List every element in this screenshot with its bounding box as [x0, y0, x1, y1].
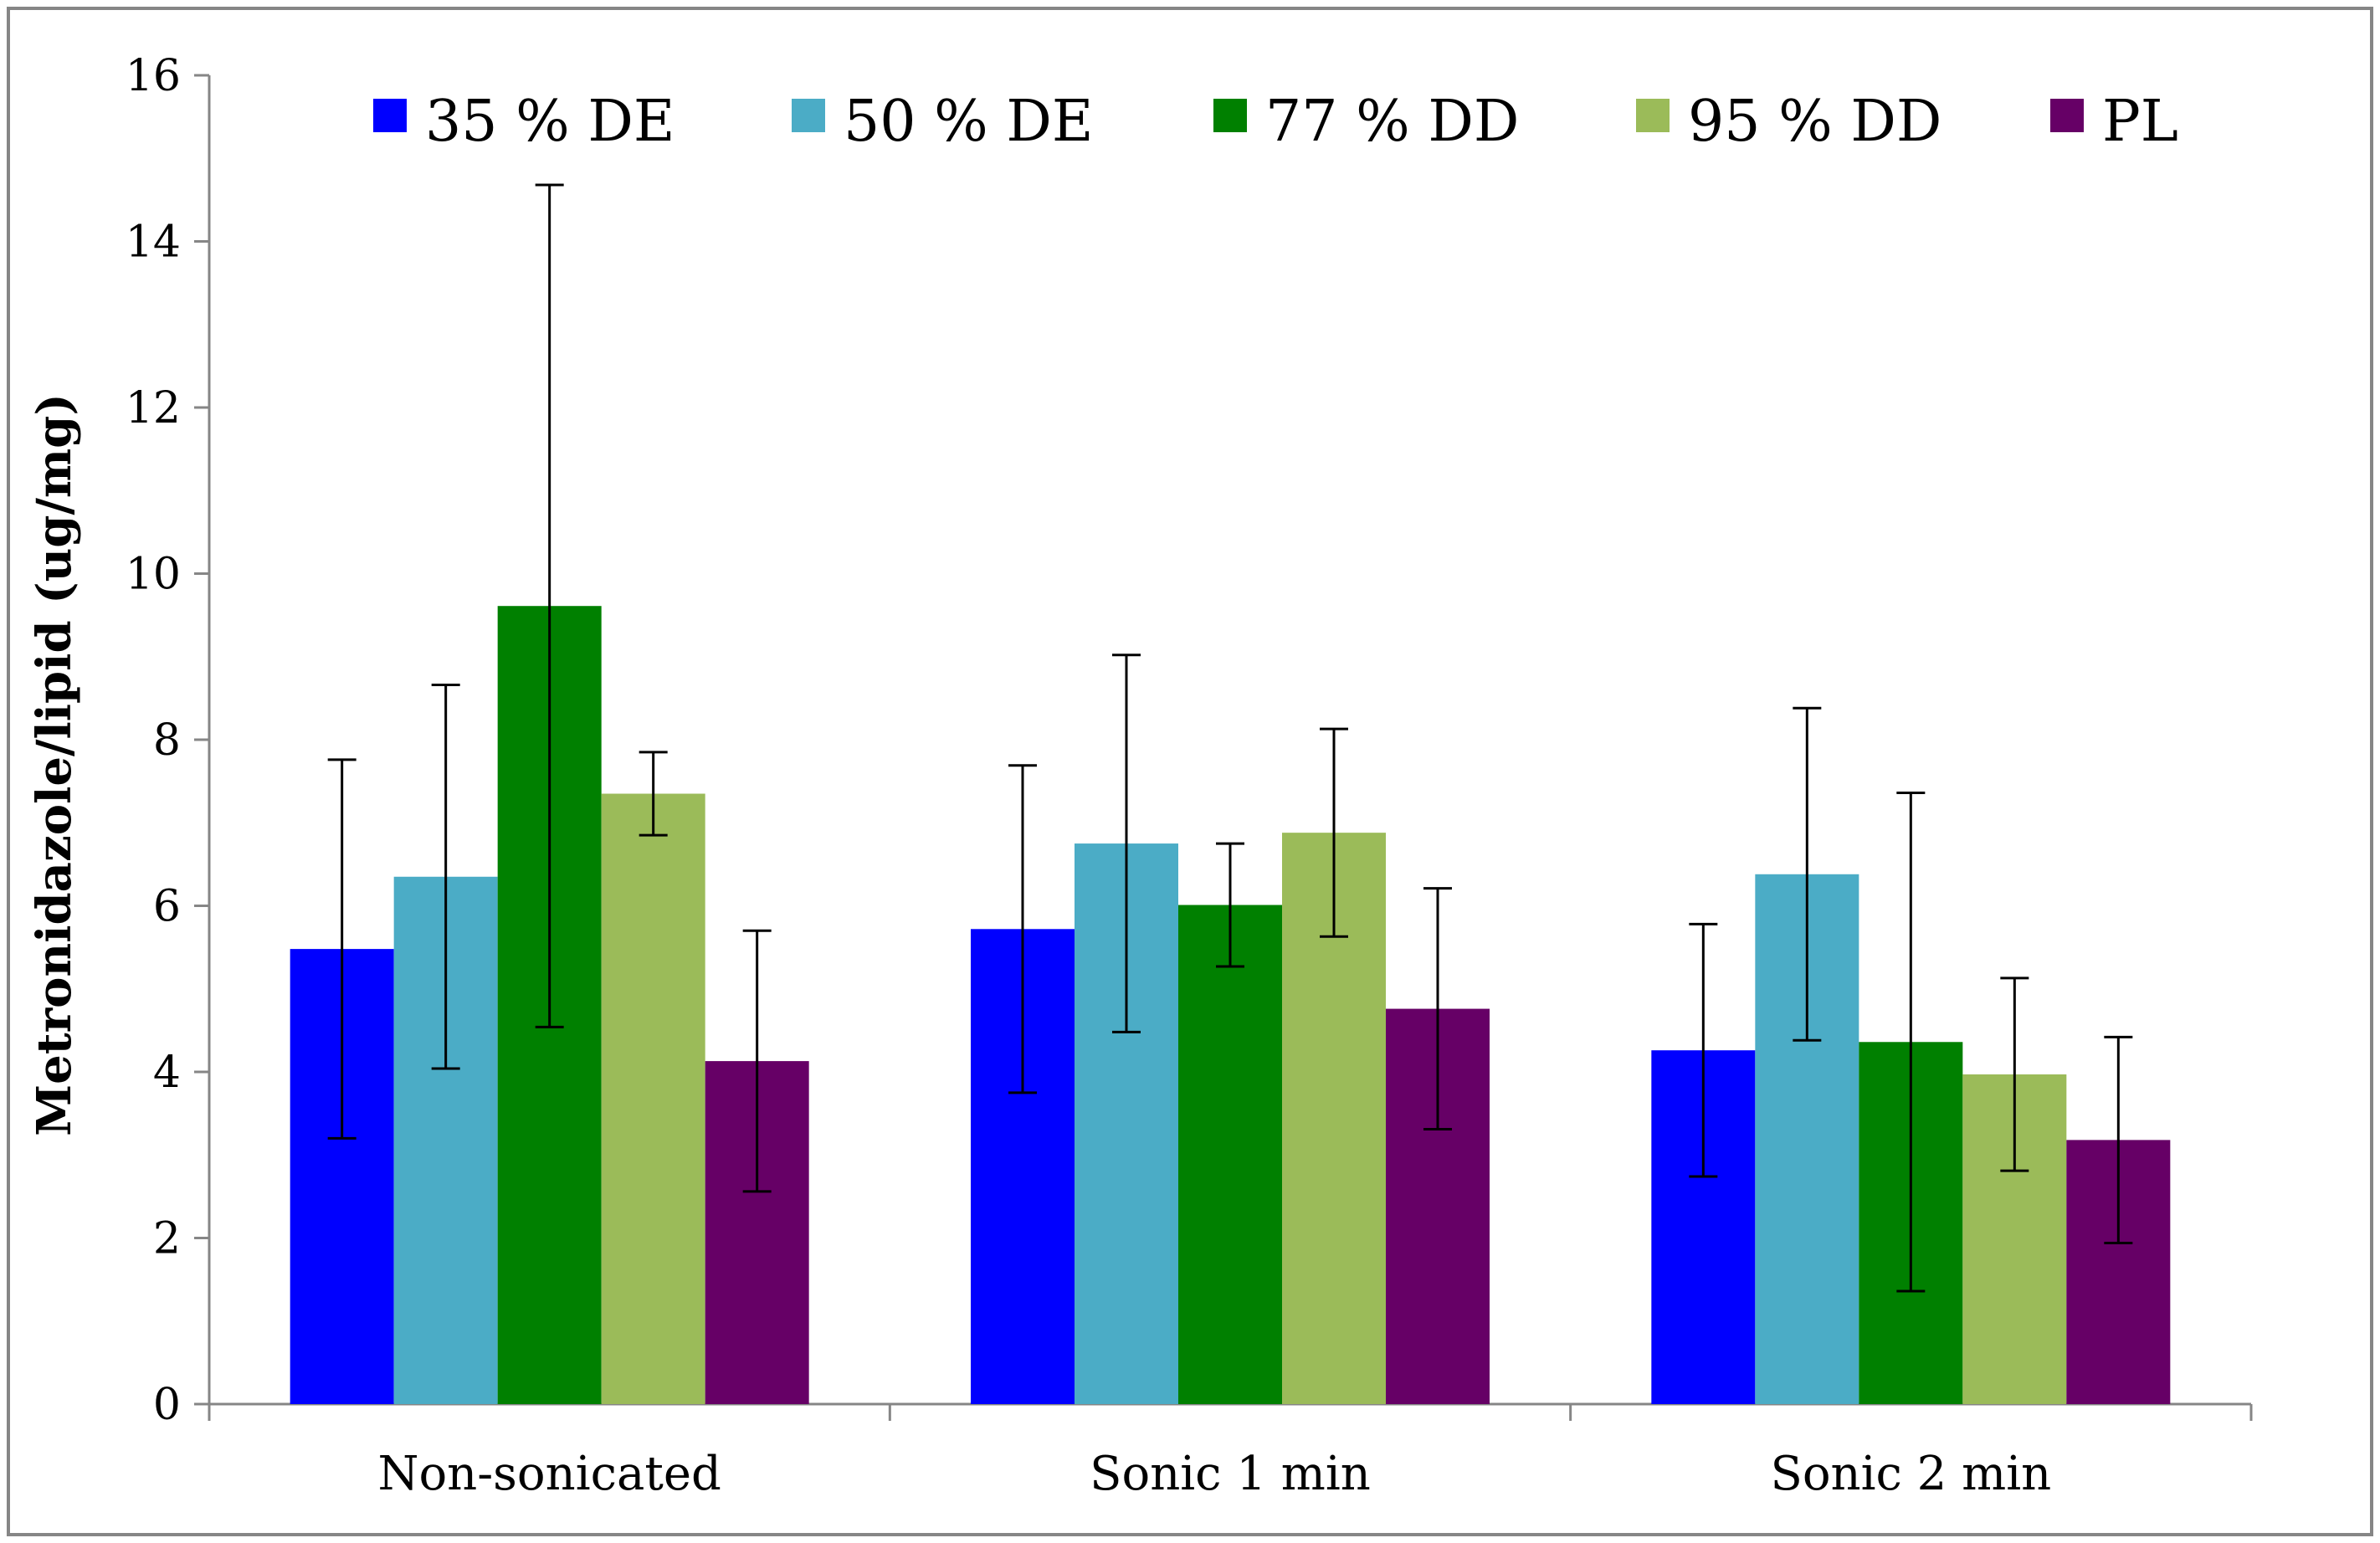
- x-category-label: Non-sonicated: [377, 1447, 721, 1501]
- plot-area: 0 2 4 6 8 10 12 14 16 Non-sonicated Sonic 1 min Son…: [126, 51, 2253, 1501]
- y-tick-label: 2: [153, 1214, 181, 1264]
- legend-swatch: [373, 99, 407, 132]
- y-tick-label: 0: [153, 1380, 181, 1430]
- y-tick-label: 16: [126, 51, 181, 101]
- y-tick-label: 6: [153, 882, 181, 932]
- legend-label: 95 % DD: [1688, 89, 1941, 155]
- y-axis-title: Metronidazole/lipid (ug/mg): [27, 393, 82, 1136]
- y-tick-label: 12: [126, 383, 181, 433]
- y-tick-label: 4: [153, 1048, 181, 1098]
- legend-swatch: [1636, 99, 1670, 132]
- bar: [601, 793, 705, 1404]
- legend-label: 35 % DE: [425, 89, 675, 155]
- legend-swatch: [2050, 99, 2084, 132]
- y-axis-title-group: Metronidazole/lipid (ug/mg): [27, 393, 82, 1136]
- y-tick-label: 14: [126, 218, 181, 268]
- y-tick-label: 8: [153, 715, 181, 766]
- legend: 35 % DE 50 % DE 77 % DD 95 % DD PL: [373, 89, 2178, 155]
- legend-label: 50 % DE: [844, 89, 1094, 155]
- bar: [1178, 905, 1282, 1404]
- legend-label: PL: [2102, 89, 2178, 155]
- legend-swatch: [1213, 99, 1247, 132]
- x-category-label: Sonic 2 min: [1770, 1447, 2051, 1501]
- legend-swatch: [792, 99, 825, 132]
- y-tick-label: 10: [126, 550, 181, 600]
- x-category-label: Sonic 1 min: [1090, 1447, 1371, 1501]
- legend-label: 77 % DD: [1265, 89, 1519, 155]
